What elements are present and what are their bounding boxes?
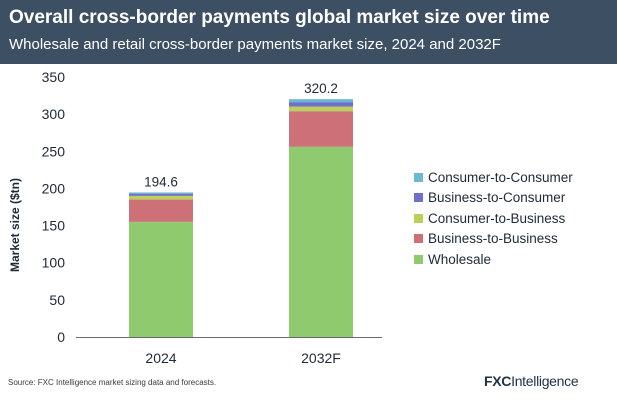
- bar-segment-consumer-to-consumer: [129, 192, 193, 194]
- bar-segment-business-to-business: [289, 111, 353, 147]
- x-tick-label: 2024: [145, 350, 176, 366]
- fxc-intelligence-logo: FXCIntelligence: [484, 373, 579, 389]
- bar-total-label: 320.2: [304, 81, 338, 96]
- chart-title: Overall cross-border payments global mar…: [9, 7, 550, 28]
- bar-segment-business-to-business: [129, 199, 193, 222]
- y-tick-label: 50: [49, 292, 65, 308]
- bar-segment-consumer-to-consumer: [289, 99, 353, 103]
- bar-segment-business-to-consumer: [289, 102, 353, 107]
- chart-subtitle: Wholesale and retail cross-border paymen…: [9, 36, 501, 53]
- legend-label: Wholesale: [428, 251, 492, 267]
- x-tick-label: 2032F: [301, 350, 341, 366]
- y-tick-label: 150: [42, 218, 66, 234]
- bar-segment-business-to-consumer: [129, 193, 193, 196]
- logo-intelligence: Intelligence: [511, 373, 579, 389]
- legend-swatch: [414, 172, 423, 182]
- bar-segment-consumer-to-business: [129, 195, 193, 200]
- legend-swatch: [414, 213, 423, 223]
- legend-swatch: [414, 193, 423, 203]
- legend-item: Wholesale: [414, 249, 573, 270]
- y-tick-label: 300: [42, 106, 66, 122]
- y-tick-label: 350: [42, 69, 66, 85]
- legend-item: Consumer-to-Business: [414, 208, 573, 229]
- y-tick-label: 200: [42, 180, 66, 196]
- y-axis-label: Market size ($tn): [8, 178, 22, 272]
- source-note: Source: FXC Intelligence market sizing d…: [8, 378, 217, 387]
- legend-label: Business-to-Consumer: [428, 190, 566, 206]
- logo-fxc: FXC: [484, 373, 512, 389]
- bar-segment-consumer-to-business: [289, 106, 353, 112]
- bar-segment-wholesale: [129, 221, 193, 337]
- legend-label: Business-to-Business: [428, 231, 558, 247]
- legend-item: Business-to-Consumer: [414, 188, 573, 209]
- legend-item: Business-to-Business: [414, 229, 573, 250]
- stacked-bar-chart: 0 50 100 150 200 250 300 350 Market size ($tn) 19…: [8, 69, 382, 366]
- legend-label: Consumer-to-Business: [428, 210, 566, 226]
- y-tick-label: 0: [57, 329, 65, 345]
- y-tick-label: 250: [42, 143, 66, 159]
- legend-label: Consumer-to-Consumer: [428, 169, 573, 185]
- bar-segment-wholesale: [289, 146, 353, 337]
- y-tick-label: 100: [42, 255, 66, 271]
- legend-item: Consumer-to-Consumer: [414, 167, 573, 188]
- bar-total-label: 194.6: [144, 174, 178, 189]
- chart-legend: Consumer-to-Consumer Business-to-Consumer…: [414, 167, 573, 270]
- legend-swatch: [414, 254, 423, 264]
- chart-header: Overall cross-border payments global mar…: [0, 0, 617, 64]
- legend-swatch: [414, 234, 423, 244]
